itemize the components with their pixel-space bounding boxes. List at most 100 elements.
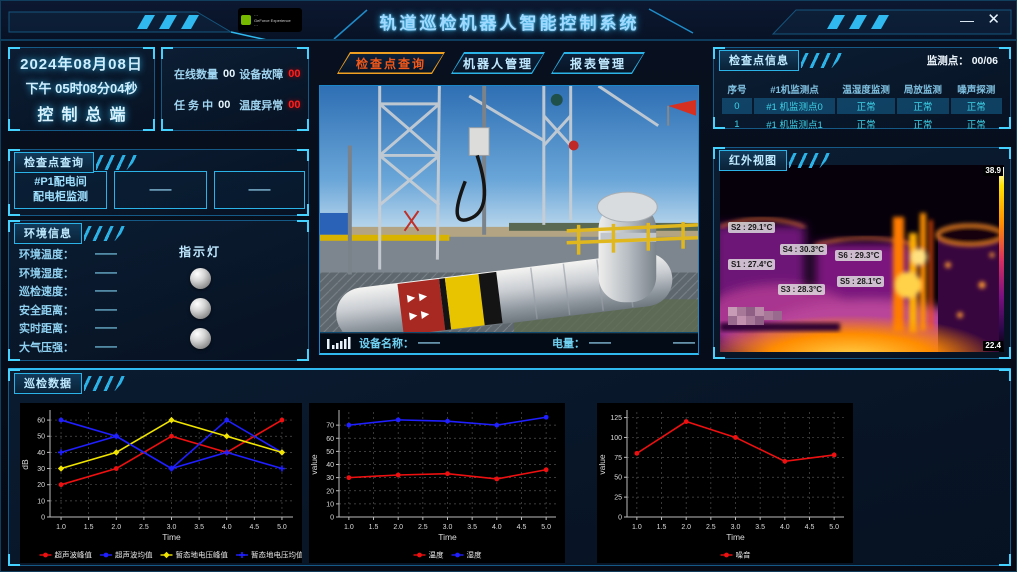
monitor-point-counter: 监测点： 00/06 (927, 53, 998, 68)
tab-label: 报表管理 (569, 56, 626, 71)
status-item-fault: 设备故障 00 (235, 66, 300, 82)
svg-text:3.5: 3.5 (467, 524, 477, 531)
svg-text:1.5: 1.5 (369, 524, 379, 531)
status-item-tasks: 任 务 中 00 (170, 97, 235, 113)
checkpoint-query-panel: 检查点查询 #P1配电间 配电柜监测 —— —— (8, 149, 309, 216)
status-item-temp-abnormal: 温度异常 00 (235, 97, 300, 113)
svg-text:5.0: 5.0 (277, 524, 287, 531)
svg-text:2.5: 2.5 (139, 524, 149, 531)
tab-report-management[interactable]: 报表管理 (551, 52, 645, 74)
indicator-lights-block: 指示灯 (157, 243, 243, 358)
signal-bars-icon (327, 337, 351, 349)
svg-text:1.5: 1.5 (657, 524, 667, 531)
svg-text:30: 30 (37, 466, 45, 473)
svg-text:暂态地电压均值: 暂态地电压均值 (251, 550, 302, 560)
svg-text:10: 10 (37, 498, 45, 505)
svg-text:暂态地电压峰值: 暂态地电压峰值 (176, 550, 229, 560)
column-header: 序号 (727, 85, 747, 96)
svg-text:1.0: 1.0 (632, 524, 642, 531)
inspection-data-panel: 巡检数据 1.0 1.5 2.0 2.5 3.0 3.5 4.0 4.5 5.0 0 10 20 30 4… (8, 368, 1011, 566)
indicator-lights-title: 指示灯 (178, 245, 221, 259)
tab-label: 机器人管理 (462, 56, 533, 71)
gpu-overlay-notification[interactable]: ⋯ GeForce Experience ⋯ (238, 8, 302, 32)
svg-text:50: 50 (37, 434, 45, 441)
minimize-button[interactable]: — (956, 11, 978, 29)
status-value: 00 (218, 98, 231, 111)
env-label: 环境温度： (19, 249, 74, 262)
notification-line: ⋯ (254, 22, 258, 28)
panel-header-label: 检查点查询 (14, 152, 94, 173)
panel-header-label: 检查点信息 (719, 50, 799, 71)
svg-text:60: 60 (37, 418, 45, 425)
svg-text:20: 20 (37, 482, 45, 489)
close-button[interactable]: ✕ (983, 11, 1004, 29)
notification-line: GeForce Experience (254, 17, 291, 23)
chart-svg: 1.0 1.5 2.0 2.5 3.0 3.5 4.0 4.5 5.0 0 10 20 30 40 50 60… (309, 410, 556, 560)
svg-text:125: 125 (610, 415, 622, 422)
svg-text:25: 25 (614, 495, 622, 502)
status-value-alert: 00 (288, 67, 301, 80)
battery-value: —— (589, 337, 611, 349)
main-tabs: 检查点查询 机器人管理 报表管理 (337, 52, 645, 74)
tab-checkpoint-query[interactable]: 检查点查询 (337, 52, 445, 74)
scale-max-value: 38.9 (983, 166, 1003, 176)
svg-text:40: 40 (37, 450, 45, 457)
svg-text:Time: Time (162, 532, 181, 542)
chart-ultrasonic-tev: 1.0 1.5 2.0 2.5 3.0 3.5 4.0 4.5 5.0 0 10 20 30 40 50 60… (20, 403, 302, 563)
env-row: 安全距离： —— (19, 301, 117, 320)
checkpoint-button-p1[interactable]: #P1配电间 配电柜监测 (14, 171, 107, 209)
tab-robot-management[interactable]: 机器人管理 (451, 52, 545, 74)
svg-text:0: 0 (330, 515, 334, 522)
counter-value: 00/06 (971, 55, 998, 67)
svg-text:30: 30 (326, 475, 334, 482)
status-label: 温度异常 (239, 99, 284, 112)
button-line: —— (248, 183, 271, 196)
svg-text:50: 50 (614, 475, 622, 482)
env-value: —— (95, 248, 117, 261)
svg-text:温度: 温度 (429, 550, 444, 560)
infrared-view-panel: 红外视图 (713, 147, 1011, 359)
cell-status: 正常 (913, 120, 933, 131)
thermal-temp-chip: S2 : 29.1°C (727, 221, 776, 233)
time-text: 下午 05时08分04秒 (25, 81, 138, 96)
button-line: #P1配电间 (34, 176, 87, 189)
chart-svg: 1.0 1.5 2.0 2.5 3.0 3.5 4.0 4.5 5.0 0 10 20 30 40 50 60… (20, 410, 302, 560)
panel-header: 巡检数据 (14, 373, 128, 394)
env-value: —— (95, 340, 117, 353)
svg-text:5.0: 5.0 (541, 524, 551, 531)
svg-text:4.5: 4.5 (805, 524, 815, 531)
status-label: 设备故障 (239, 68, 284, 81)
env-value: —— (95, 285, 117, 298)
checkpoint-info-panel: 检查点信息 监测点： 00/06 序号 #1机监测点 温湿度监测 局放监测 噪声… (713, 47, 1011, 132)
svg-text:50: 50 (326, 449, 334, 456)
svg-text:4.0: 4.0 (780, 524, 790, 531)
status-item-online: 在线数量 00 (170, 66, 235, 82)
env-label: 大气压强： (19, 341, 74, 354)
table-row[interactable]: 0 #1 机监测点0 正常 正常 正常 (722, 98, 1002, 114)
thermal-temp-chip: S6 : 29.3°C (835, 249, 883, 261)
notification-line: ⋯ (254, 12, 258, 18)
column-header: 局放监测 (903, 85, 942, 96)
svg-text:2.0: 2.0 (681, 524, 691, 531)
svg-text:1.0: 1.0 (344, 524, 354, 531)
svg-text:2.0: 2.0 (393, 524, 403, 531)
stripes-decoration (84, 376, 128, 391)
svg-text:3.0: 3.0 (731, 524, 741, 531)
cell-status: 正常 (837, 98, 896, 114)
checkpoint-button-3[interactable]: —— (214, 171, 305, 209)
svg-text:0: 0 (41, 515, 45, 522)
svg-text:40: 40 (326, 462, 334, 469)
svg-text:3.5: 3.5 (194, 524, 204, 531)
svg-text:1.0: 1.0 (56, 524, 66, 531)
clock-panel: 2024年08月08日 下午 05时08分04秒 控制总端 (8, 47, 155, 131)
env-label: 巡检速度： (19, 286, 74, 299)
env-value: —— (95, 266, 117, 279)
table-row[interactable]: 1 #1 机监测点1 正常 正常 正常 (722, 116, 1002, 132)
svg-text:20: 20 (326, 488, 334, 495)
svg-text:3.0: 3.0 (167, 524, 177, 531)
environment-panel: 环境信息 环境温度： —— 环境湿度： —— 巡检速度： —— 安全距离： —— 实时距… (8, 220, 309, 361)
checkpoint-button-2[interactable]: —— (114, 171, 207, 209)
env-label: 环境湿度： (19, 267, 74, 280)
svg-text:噪音: 噪音 (736, 550, 751, 560)
